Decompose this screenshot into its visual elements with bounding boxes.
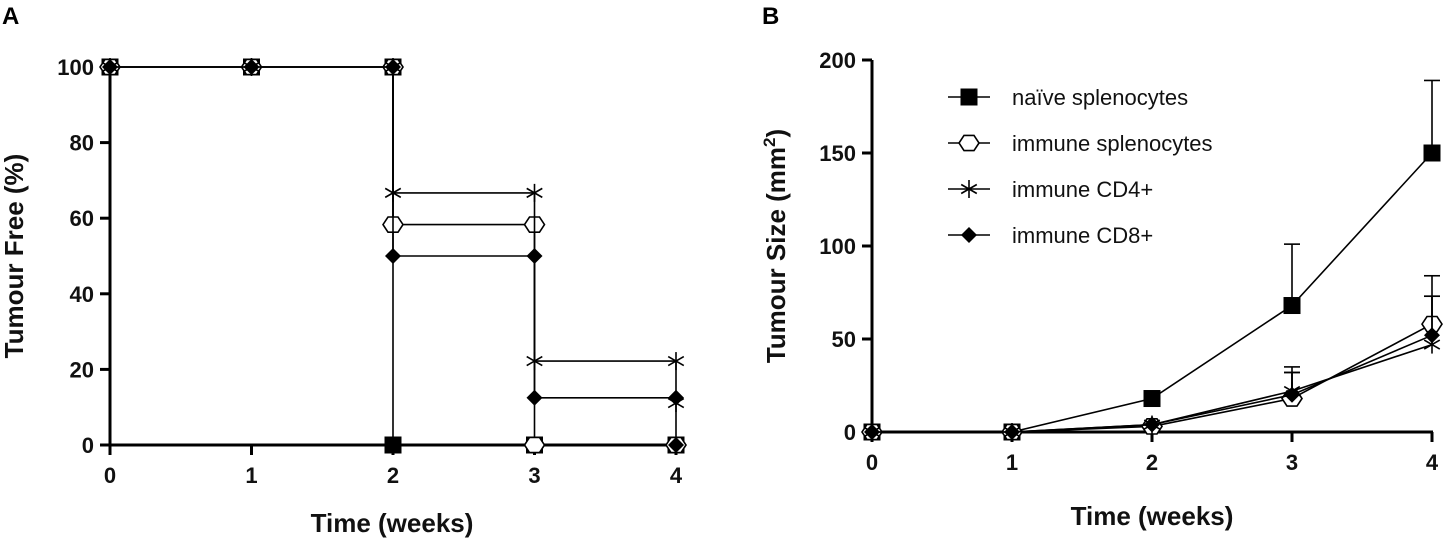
chart-a-y-tick-label: 20	[70, 357, 94, 382]
chart-b-series-diamond	[864, 295, 1440, 440]
chart-b-x-tick-label: 2	[1146, 450, 1158, 475]
chart-a-point-diamond	[385, 59, 401, 75]
chart-a-point-asterisk	[526, 183, 543, 202]
chart-b-series	[861, 79, 1443, 441]
chart-a-point-square	[384, 436, 402, 454]
chart-a-y-tick-label: 60	[70, 206, 94, 231]
chart-b-y-tick-label: 50	[832, 327, 856, 352]
chart-a-x-tick-label: 4	[670, 463, 683, 488]
chart-b-legend-label: immune CD8+	[1012, 223, 1153, 248]
chart-b-y-axis-title-end: )	[761, 129, 791, 138]
chart-b-point-diamond	[1144, 416, 1160, 433]
chart-b-point-square	[1143, 390, 1161, 408]
chart-b-y-tick-label: 0	[844, 420, 856, 445]
chart-b-legend: naïve splenocytes immune splenocytes immun…	[948, 85, 1213, 248]
chart-b-x-tick-label: 4	[1426, 450, 1439, 475]
chart-a-y-tick-label: 40	[70, 282, 94, 307]
chart-b-y-axis-title-sup: 2	[760, 138, 779, 147]
chart-b-x-tick-label: 3	[1286, 450, 1298, 475]
chart-b-legend-item: immune CD4+	[948, 177, 1153, 202]
chart-a-point-diamond	[243, 59, 260, 75]
chart-b-point-diamond	[1424, 327, 1440, 344]
chart-a-y-tick-label: 100	[57, 55, 94, 80]
chart-a-x-tick-label: 0	[104, 463, 116, 488]
chart-b-legend-marker-hexagon	[958, 134, 980, 152]
chart-b-ticks: 0 1 2 3 4 0 50 100 150 200	[819, 48, 1439, 475]
chart-a-point-diamond	[385, 248, 401, 264]
chart-a-point-diamond	[102, 59, 118, 75]
chart-b-y-axis-title-main: Tumour Size (mm	[761, 147, 791, 363]
chart-b-point-diamond	[864, 424, 880, 440]
chart-b-point-diamond	[1284, 386, 1300, 403]
chart-a-point-diamond	[668, 437, 684, 453]
chart-b-y-axis-title: Tumour Size (mm2)	[760, 129, 791, 363]
chart-a-point-hexagon	[523, 436, 546, 454]
chart-a-point-diamond	[526, 248, 543, 264]
chart-a-point-asterisk	[667, 352, 685, 371]
chart-a-point-diamond	[526, 389, 543, 406]
chart-b-x-axis-title: Time (weeks)	[1071, 501, 1234, 531]
chart-b-point-diamond	[1004, 424, 1020, 440]
chart-a-point-diamond	[668, 389, 684, 406]
chart-a-y-tick-label: 0	[82, 433, 94, 458]
chart-a-x-tick-label: 1	[245, 463, 257, 488]
chart-a-series-diamond	[102, 59, 684, 453]
chart-b-series-hexagon	[861, 274, 1443, 441]
chart-b-legend-item: immune splenocytes	[948, 131, 1213, 156]
chart-a-x-axis-title: Time (weeks)	[311, 508, 474, 538]
panel-a-letter: A	[2, 3, 19, 30]
chart-b-legend-label: immune CD4+	[1012, 177, 1153, 202]
panel-b-letter: B	[762, 3, 779, 30]
chart-b-y-tick-label: 100	[819, 234, 856, 259]
chart-a-y-tick-label: 80	[70, 131, 94, 156]
chart-b-y-tick-label: 150	[819, 141, 856, 166]
chart-a-x-tick-label: 2	[387, 463, 399, 488]
chart-b-x-tick-label: 0	[866, 450, 878, 475]
chart-b-point-square	[1423, 144, 1441, 162]
chart-b-legend-item: naïve splenocytes	[948, 85, 1188, 110]
chart-a-series	[99, 58, 687, 454]
chart-b-point-square	[1283, 297, 1301, 315]
chart-b-y-tick-label: 200	[819, 48, 856, 73]
chart-b-legend-label: naïve splenocytes	[1012, 85, 1188, 110]
chart-b-legend-label: immune splenocytes	[1012, 131, 1213, 156]
chart-b-legend-marker-asterisk	[960, 180, 978, 198]
chart-b-legend-marker-square	[960, 88, 978, 106]
chart-a-line-diamond	[110, 66, 677, 445]
chart-a-x-tick-label: 3	[528, 463, 540, 488]
chart-b-legend-item: immune CD8+	[948, 223, 1153, 248]
chart-b-legend-marker-diamond	[961, 227, 977, 243]
chart-a-y-axis-title: Tumour Free (%)	[0, 154, 29, 359]
chart-b-x-tick-label: 1	[1006, 450, 1018, 475]
chart-b-tumour-size: 0 1 2 3 4 0 50 100 150 200 naïve splenocytes immun…	[760, 48, 1443, 531]
